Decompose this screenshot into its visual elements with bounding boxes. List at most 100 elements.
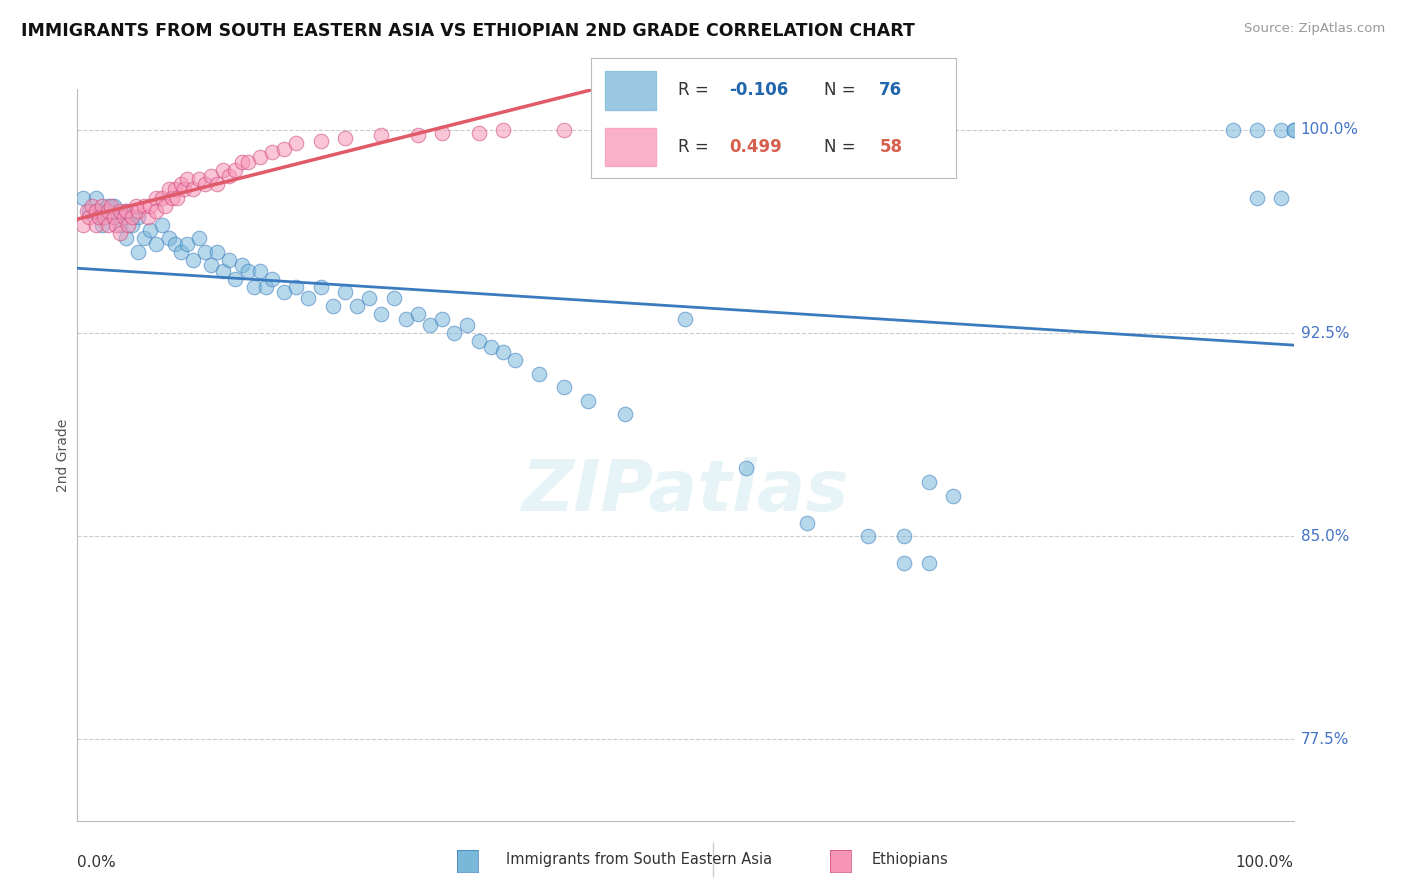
Point (467, 334, 489, 348)
Point (918, 556, 941, 570)
Text: -0.106: -0.106 (730, 81, 789, 100)
Point (108, 226, 131, 240)
Point (90, 204, 112, 219)
Point (285, 136, 308, 151)
Point (492, 123, 515, 137)
Point (103, 199, 125, 213)
Point (181, 182, 204, 196)
Point (1270, 190, 1292, 204)
Point (212, 263, 235, 277)
Point (125, 199, 148, 213)
Point (79, 204, 101, 219)
Point (370, 128, 392, 143)
Point (218, 169, 240, 183)
Point (273, 285, 295, 300)
Point (273, 142, 295, 156)
Point (139, 199, 162, 213)
Point (115, 204, 138, 219)
Point (503, 353, 526, 368)
Point (231, 258, 253, 272)
Point (430, 126, 453, 140)
Point (346, 299, 368, 313)
Point (176, 171, 198, 186)
Point (115, 231, 138, 245)
Text: 76: 76 (879, 81, 903, 100)
Point (553, 123, 575, 137)
Point (1282, 123, 1305, 137)
Point (200, 169, 222, 183)
Point (333, 285, 356, 300)
Bar (605, 71, 657, 110)
Point (84, 190, 107, 204)
Point (76, 204, 98, 219)
Text: 0.499: 0.499 (730, 138, 782, 156)
Point (89, 210, 111, 224)
Point (163, 236, 186, 251)
Point (121, 218, 143, 232)
Point (170, 177, 193, 191)
Point (153, 199, 176, 213)
Point (90, 199, 112, 213)
Point (613, 407, 636, 421)
Point (134, 199, 156, 213)
Point (297, 291, 319, 305)
Text: ZIPatlas: ZIPatlas (522, 457, 849, 526)
Point (170, 244, 193, 259)
Text: 100.0%: 100.0% (1236, 855, 1294, 870)
Point (127, 204, 149, 219)
Point (136, 210, 159, 224)
Point (105, 218, 128, 232)
Point (382, 291, 405, 305)
Point (80, 199, 103, 213)
Point (97, 199, 120, 213)
Point (188, 231, 211, 245)
Point (309, 134, 332, 148)
Point (242, 280, 264, 294)
Point (145, 190, 167, 204)
Point (194, 177, 217, 191)
Point (181, 252, 204, 267)
Point (117, 218, 139, 232)
Point (160, 190, 183, 204)
Point (224, 163, 246, 178)
Point (176, 236, 198, 251)
Point (430, 312, 453, 326)
Point (419, 318, 441, 332)
Point (333, 131, 356, 145)
Point (467, 126, 489, 140)
Point (406, 307, 429, 321)
Point (145, 204, 167, 219)
Point (406, 128, 429, 143)
Point (134, 231, 156, 245)
Text: R =: R = (678, 138, 714, 156)
Y-axis label: 2nd Grade: 2nd Grade (56, 418, 70, 491)
Text: 100.0%: 100.0% (1301, 122, 1358, 137)
Point (90, 218, 112, 232)
Point (127, 210, 149, 224)
Text: 58: 58 (879, 138, 903, 156)
Point (79, 210, 101, 224)
Point (236, 263, 259, 277)
Point (157, 182, 180, 196)
Point (942, 489, 965, 503)
Text: Ethiopians: Ethiopians (872, 852, 949, 867)
Point (84, 204, 107, 219)
Point (479, 340, 502, 354)
Point (84, 218, 107, 232)
Point (200, 258, 222, 272)
Point (285, 280, 308, 294)
Point (231, 155, 253, 169)
Point (1270, 123, 1292, 137)
Point (492, 345, 515, 359)
Point (443, 326, 465, 340)
Text: R =: R = (678, 81, 714, 100)
Point (553, 380, 575, 394)
Point (108, 204, 131, 219)
Point (152, 190, 174, 204)
Point (359, 291, 381, 305)
Point (115, 204, 138, 219)
Point (72, 218, 94, 232)
Text: 92.5%: 92.5% (1301, 326, 1348, 341)
Text: N =: N = (824, 81, 862, 100)
Point (173, 182, 195, 196)
